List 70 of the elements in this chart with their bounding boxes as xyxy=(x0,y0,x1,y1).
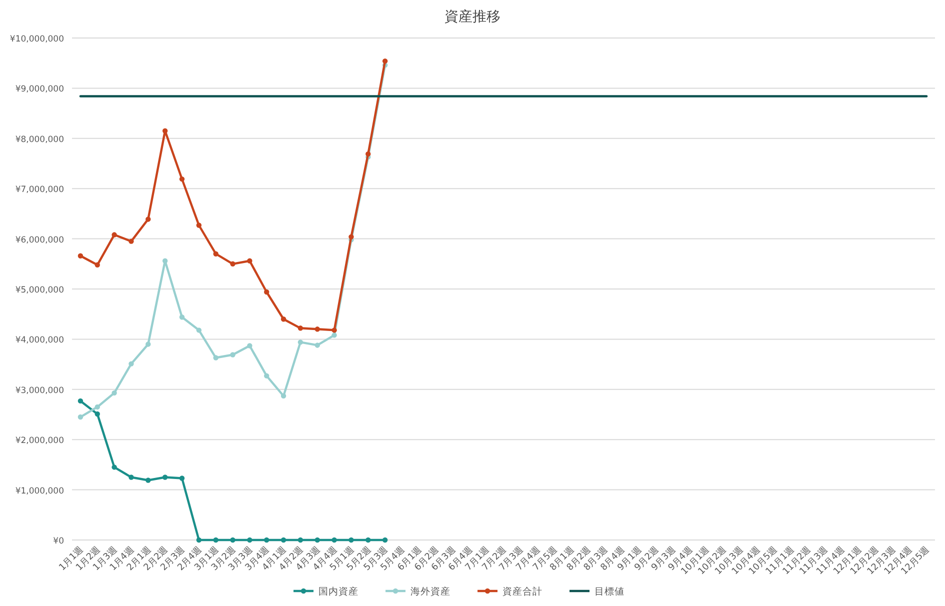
point xyxy=(196,537,202,543)
y-tick-label: ¥10,000,000 xyxy=(10,34,64,44)
point xyxy=(332,537,337,543)
legend-label: 海外資産 xyxy=(410,586,450,598)
point xyxy=(179,176,185,182)
point xyxy=(332,328,337,333)
point xyxy=(382,58,388,64)
point xyxy=(314,342,320,348)
point xyxy=(247,343,252,348)
point xyxy=(298,340,304,345)
title: 資産推移 xyxy=(444,9,500,25)
point xyxy=(78,398,84,404)
point xyxy=(112,232,117,238)
y-tick-label: ¥8,000,000 xyxy=(15,134,64,145)
point xyxy=(179,476,185,481)
y-tick-label: ¥0 xyxy=(53,536,64,546)
point xyxy=(280,537,286,543)
point xyxy=(162,128,168,134)
y-tick-label: ¥9,000,000 xyxy=(15,84,64,95)
point xyxy=(213,251,218,256)
point xyxy=(94,404,100,410)
point xyxy=(247,537,252,543)
point xyxy=(366,151,371,157)
point xyxy=(348,537,354,543)
point xyxy=(213,537,218,543)
legend-label: 資産合計 xyxy=(502,586,542,598)
point xyxy=(196,222,202,228)
point xyxy=(146,216,151,222)
point xyxy=(366,537,371,543)
point xyxy=(128,238,134,244)
point xyxy=(332,332,337,338)
y-tick-label: ¥2,000,000 xyxy=(15,436,64,446)
point xyxy=(247,258,252,264)
point xyxy=(162,258,168,264)
point xyxy=(78,253,84,258)
point xyxy=(314,326,320,332)
point xyxy=(230,261,236,266)
point xyxy=(179,314,185,320)
point xyxy=(230,537,236,543)
point xyxy=(264,373,270,378)
point xyxy=(196,328,202,333)
legend-label: 目標値 xyxy=(594,586,624,598)
y-tick-label: ¥3,000,000 xyxy=(15,386,64,396)
point xyxy=(280,393,286,399)
point xyxy=(128,361,134,366)
point xyxy=(280,316,286,322)
legend-label: 国内資産 xyxy=(318,586,358,598)
point xyxy=(298,537,304,543)
point xyxy=(230,352,236,358)
point xyxy=(264,289,270,295)
y-tick-label: ¥4,000,000 xyxy=(15,336,64,346)
y-tick-label: ¥5,000,000 xyxy=(15,286,64,296)
point xyxy=(146,478,151,483)
y-tick-label: ¥6,000,000 xyxy=(15,235,64,246)
point xyxy=(146,342,151,347)
point xyxy=(314,537,320,543)
point xyxy=(112,464,117,470)
point xyxy=(94,262,100,268)
point xyxy=(382,537,388,543)
point xyxy=(213,355,218,360)
point xyxy=(78,414,84,420)
point xyxy=(348,234,354,240)
point xyxy=(94,411,100,417)
point xyxy=(162,474,168,480)
point xyxy=(264,537,270,543)
y-tick-label: ¥7,000,000 xyxy=(15,185,64,196)
point xyxy=(128,474,134,480)
point xyxy=(298,326,304,331)
y-tick-label: ¥1,000,000 xyxy=(15,486,64,496)
point xyxy=(112,390,117,396)
